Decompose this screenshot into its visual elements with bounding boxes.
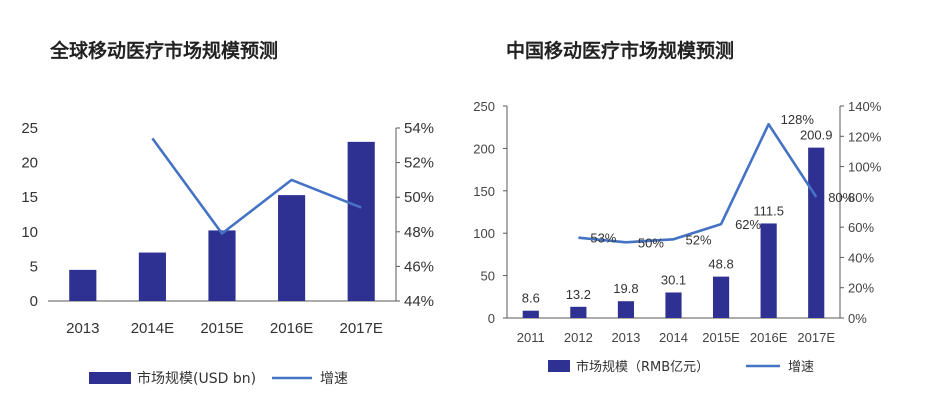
y-left-tick-label: 20 xyxy=(21,155,38,172)
bar-data-label: 30.1 xyxy=(661,272,686,287)
bar xyxy=(712,276,730,318)
bar xyxy=(138,252,166,301)
legend-bar-label: 市场规模（RMB亿元） xyxy=(576,359,709,375)
y-right-tick-label: 46% xyxy=(404,258,434,275)
legend-bar-swatch xyxy=(89,372,131,384)
x-tick-label: 2017E xyxy=(797,330,835,345)
bar xyxy=(278,195,306,301)
x-tick-label: 2016E xyxy=(750,330,788,345)
y-left-tick-label: 100 xyxy=(473,226,495,241)
x-tick-label: 2014 xyxy=(659,330,688,345)
y-right-tick-label: 60% xyxy=(848,220,874,235)
y-right-tick-label: 50% xyxy=(404,189,434,206)
x-tick-label: 2011 xyxy=(517,330,545,345)
x-tick-label: 2013 xyxy=(66,320,99,337)
y-left-tick-label: 0 xyxy=(30,293,38,310)
x-tick-label: 2016E xyxy=(270,320,313,337)
y-right-tick-label: 20% xyxy=(848,281,874,296)
line-data-label: 52% xyxy=(686,232,712,247)
bar-data-label: 13.2 xyxy=(566,287,591,302)
china-chart: 中国移动医疗市场规模预测 0 50 100 150 200 250 0% 20% 40% 60% 8… xyxy=(473,39,881,375)
legend-bar-swatch xyxy=(548,360,570,372)
y-left-tick-label: 50 xyxy=(481,269,495,284)
y-right-tick-label: 120% xyxy=(848,129,882,144)
y-right-tick-label: 48% xyxy=(404,224,434,241)
bar xyxy=(760,223,777,318)
y-left-tick-label: 150 xyxy=(473,184,495,199)
bar xyxy=(665,292,682,318)
y-left-tick-label: 25 xyxy=(21,120,38,137)
y-right-tick-label: 40% xyxy=(848,250,874,265)
line-data-label: 80% xyxy=(828,190,854,205)
bar xyxy=(208,230,236,301)
bar xyxy=(69,269,97,301)
x-tick-label: 2015E xyxy=(200,320,243,337)
y-right-tick-label: 140% xyxy=(848,99,882,114)
y-left-tick-label: 0 xyxy=(488,311,495,326)
y-left-tick-label: 250 xyxy=(473,99,495,114)
line-data-label: 128% xyxy=(781,112,815,127)
x-tick-label: 2017E xyxy=(340,320,383,337)
chart-title-china: 中国移动医疗市场规模预测 xyxy=(506,39,734,62)
y-right-tick-label: 54% xyxy=(404,120,434,137)
y-left-tick-label: 15 xyxy=(21,189,38,206)
y-left-tick-label: 10 xyxy=(21,224,38,241)
legend-bar-label: 市场规模(USD bn) xyxy=(137,370,256,387)
bar xyxy=(522,310,539,318)
y-right-tick-label: 44% xyxy=(404,293,434,310)
bar-data-label: 8.6 xyxy=(522,291,540,306)
x-tick-label: 2015E xyxy=(702,330,740,345)
y-right-tick-label: 100% xyxy=(848,160,882,175)
global-chart: 全球移动医疗市场规模预测 0 5 10 15 20 25 44% 46% 48% 50% 52% 54… xyxy=(21,39,434,387)
y-left-tick-label: 200 xyxy=(473,141,495,156)
y-left-tick-label: 5 xyxy=(30,258,38,275)
bar-data-label: 111.5 xyxy=(753,203,784,218)
line-data-label: 62% xyxy=(735,217,761,232)
y-right-tick-label: 52% xyxy=(404,155,434,172)
growth-line xyxy=(151,137,362,235)
x-tick-label: 2012 xyxy=(564,330,593,345)
bar-data-label: 48.8 xyxy=(708,257,733,272)
growth-line xyxy=(578,122,818,244)
x-tick-label: 2013 xyxy=(611,330,640,345)
bar-data-label: 200.9 xyxy=(800,128,833,143)
bar-data-label: 19.8 xyxy=(613,281,638,296)
legend-line-label: 增速 xyxy=(320,371,348,387)
y-right-tick-label: 80% xyxy=(848,190,874,205)
line-data-label: 53% xyxy=(590,231,616,246)
x-tick-label: 2014E xyxy=(131,320,174,337)
bar xyxy=(570,306,587,318)
legend-line-label: 增速 xyxy=(788,360,814,375)
y-right-tick-label: 0% xyxy=(848,311,867,326)
bar xyxy=(617,301,635,318)
bar xyxy=(347,141,375,301)
bar xyxy=(808,147,825,318)
chart-title-global: 全球移动医疗市场规模预测 xyxy=(49,39,278,62)
line-data-label: 50% xyxy=(638,235,664,250)
